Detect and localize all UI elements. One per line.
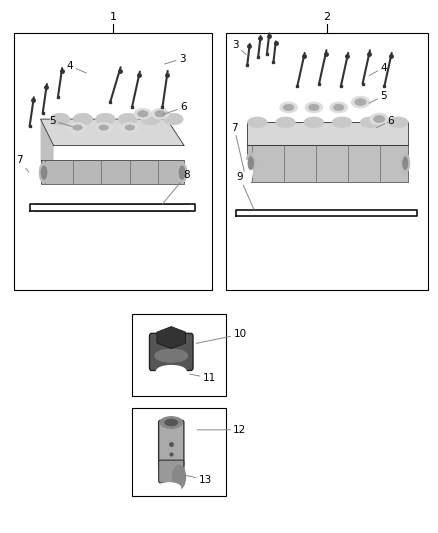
Ellipse shape (158, 483, 180, 492)
Polygon shape (247, 144, 408, 182)
Polygon shape (41, 119, 184, 146)
Ellipse shape (163, 114, 183, 125)
Text: 13: 13 (181, 474, 212, 484)
Text: 9: 9 (237, 172, 254, 209)
Ellipse shape (160, 417, 183, 429)
Text: 5: 5 (49, 116, 72, 126)
Ellipse shape (332, 117, 352, 127)
FancyBboxPatch shape (159, 421, 184, 467)
Ellipse shape (125, 125, 134, 130)
Ellipse shape (355, 99, 366, 106)
Ellipse shape (241, 170, 251, 188)
Polygon shape (41, 119, 53, 184)
Bar (226, 33, 428, 290)
Ellipse shape (173, 465, 186, 489)
Text: 11: 11 (190, 373, 216, 383)
Ellipse shape (134, 109, 152, 119)
Ellipse shape (25, 169, 38, 193)
Text: 7: 7 (16, 156, 29, 172)
Ellipse shape (248, 157, 254, 169)
Ellipse shape (73, 125, 82, 130)
Ellipse shape (389, 117, 408, 127)
Text: 2: 2 (323, 12, 330, 21)
Ellipse shape (370, 114, 389, 125)
Text: 3: 3 (232, 40, 246, 54)
Ellipse shape (41, 166, 47, 180)
Polygon shape (247, 122, 408, 144)
Ellipse shape (165, 419, 178, 426)
Bar (132, 314, 226, 397)
Ellipse shape (95, 123, 112, 132)
Ellipse shape (155, 349, 187, 362)
Ellipse shape (403, 157, 408, 169)
Ellipse shape (39, 163, 49, 183)
Text: 4: 4 (67, 61, 86, 73)
Ellipse shape (246, 152, 255, 174)
Ellipse shape (118, 114, 138, 125)
Polygon shape (157, 327, 186, 349)
Text: 8: 8 (162, 171, 190, 204)
Text: 7: 7 (231, 123, 244, 171)
Text: 4: 4 (369, 63, 387, 76)
Text: 10: 10 (196, 329, 247, 343)
FancyBboxPatch shape (149, 333, 193, 370)
Bar (14, 33, 212, 290)
Ellipse shape (152, 109, 169, 119)
Ellipse shape (99, 125, 109, 130)
Ellipse shape (141, 114, 160, 125)
Ellipse shape (374, 116, 385, 123)
Ellipse shape (351, 96, 370, 108)
Text: 12: 12 (197, 425, 247, 435)
Text: 1: 1 (110, 12, 117, 21)
Ellipse shape (240, 160, 252, 184)
Text: 5: 5 (369, 91, 387, 103)
Ellipse shape (330, 102, 347, 113)
Polygon shape (30, 205, 195, 211)
Ellipse shape (179, 166, 185, 180)
Ellipse shape (138, 111, 148, 117)
Polygon shape (237, 210, 417, 216)
Ellipse shape (95, 114, 115, 125)
Ellipse shape (28, 178, 39, 198)
Ellipse shape (121, 123, 138, 132)
Ellipse shape (155, 111, 166, 117)
Text: 6: 6 (163, 102, 187, 114)
FancyBboxPatch shape (159, 460, 184, 483)
Text: 3: 3 (165, 54, 185, 64)
Ellipse shape (304, 117, 324, 127)
Polygon shape (41, 160, 184, 184)
Ellipse shape (177, 163, 187, 183)
Ellipse shape (50, 114, 70, 125)
Ellipse shape (280, 102, 297, 113)
Ellipse shape (305, 102, 322, 113)
Ellipse shape (333, 104, 344, 111)
Ellipse shape (401, 153, 410, 173)
Text: 6: 6 (377, 116, 394, 127)
Ellipse shape (69, 123, 86, 132)
Ellipse shape (247, 117, 267, 127)
Ellipse shape (73, 114, 92, 125)
Ellipse shape (156, 366, 186, 377)
Bar (132, 408, 226, 496)
Ellipse shape (283, 104, 294, 111)
Ellipse shape (360, 117, 380, 127)
Ellipse shape (276, 117, 295, 127)
Ellipse shape (309, 104, 319, 111)
